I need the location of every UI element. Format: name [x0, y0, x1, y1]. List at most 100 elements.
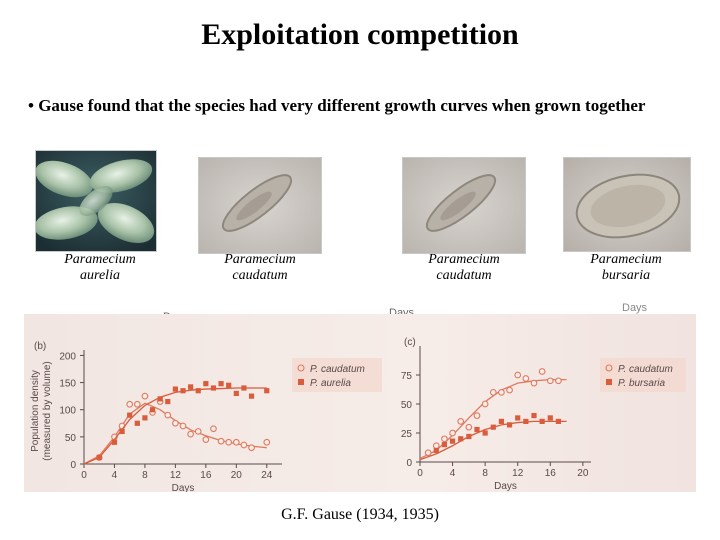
data-point-c-0 [481, 400, 489, 408]
data-point-c-1 [506, 422, 513, 428]
data-point-c-0 [449, 429, 456, 437]
data-point-b-0 [217, 437, 225, 445]
y-tick-label-c: 50 [401, 400, 413, 411]
data-point-b-0 [164, 411, 172, 419]
panel-label-b: (b) [34, 341, 46, 352]
data-point-c-1 [482, 430, 488, 436]
data-point-b-1 [172, 386, 178, 392]
legend-label-c-1: P. bursaria [618, 378, 666, 389]
x-tick-label-c: 8 [482, 468, 488, 479]
photo-paramecium-caudatum-1 [198, 157, 322, 254]
data-point-b-1 [165, 398, 171, 405]
data-point-b-1 [210, 385, 217, 391]
data-point-b-0 [240, 441, 248, 449]
caption-paramecium-bursaria: Paramecium bursaria [590, 252, 662, 283]
x-tick-label-c: 12 [512, 468, 524, 479]
x-axis-label-b: Days [172, 483, 195, 492]
data-point-b-0 [172, 419, 179, 427]
data-point-b-1 [248, 393, 255, 399]
data-point-c-1 [466, 433, 472, 440]
data-point-b-1 [264, 388, 270, 394]
data-point-c-0 [441, 435, 448, 443]
caption-paramecium-caudatum-1: Paramecium caudatum [224, 252, 296, 283]
data-point-c-0 [546, 377, 554, 385]
y-tick-label-b: 0 [70, 460, 76, 471]
data-point-b-0 [141, 392, 149, 400]
data-point-c-1 [523, 418, 529, 424]
x-axis-label-c: Days [494, 481, 517, 492]
figure-panel: (b) 0 4 8 12 16 20 24 0 50 100 150 200 Days Population… [24, 314, 696, 492]
data-point-b-1 [134, 420, 140, 426]
data-point-c-0 [530, 379, 538, 387]
photo-paramecium-aurelia [35, 150, 157, 252]
data-point-c-1 [539, 418, 545, 424]
data-point-c-0 [498, 389, 505, 396]
chart-b: (b)0 4 8 12 16 20 24050100150200DaysPopulation… [30, 337, 686, 492]
y-tick-label-b: 100 [59, 406, 76, 417]
caption-paramecium-aurelia: Paramecium aurelia [64, 252, 136, 283]
data-point-b-0 [225, 438, 233, 446]
legend-label-b-1: P. aurelia [310, 378, 351, 389]
data-point-b-0 [202, 436, 210, 443]
data-point-b-0 [248, 444, 255, 452]
data-point-b-1 [111, 439, 118, 445]
data-point-c-0 [489, 389, 497, 396]
data-point-b-1 [127, 412, 133, 418]
data-point-c-1 [515, 415, 521, 421]
data-point-c-1 [433, 447, 439, 453]
y-tick-label-b: 150 [59, 379, 76, 390]
data-point-b-1 [96, 454, 102, 461]
data-point-c-0 [538, 368, 546, 375]
data-point-b-1 [180, 388, 186, 394]
data-point-b-0 [210, 425, 217, 433]
data-point-c-0 [465, 423, 473, 431]
data-point-c-0 [424, 449, 432, 457]
data-point-b-1 [218, 381, 224, 387]
data-point-c-0 [555, 377, 562, 385]
data-point-b-1 [203, 381, 209, 387]
x-tick-label-b: 0 [81, 470, 87, 481]
y-tick-label-c: 0 [406, 458, 412, 469]
legend-label-b-0: P. caudatum [310, 364, 365, 375]
data-point-b-1 [188, 384, 194, 390]
x-tick-label-c: 4 [450, 468, 456, 479]
data-point-b-0 [232, 438, 240, 446]
data-point-b-0 [126, 400, 134, 408]
data-point-b-1 [157, 396, 163, 402]
data-point-c-0 [432, 442, 440, 450]
data-point-c-1 [498, 418, 505, 424]
x-tick-label-b: 12 [170, 470, 182, 481]
data-point-c-0 [457, 418, 465, 425]
panel-label-c: (c) [404, 337, 416, 348]
x-tick-label-c: 20 [577, 468, 589, 479]
y-axis-label-b: (measured by volume) [42, 361, 53, 460]
data-point-c-0 [506, 386, 513, 394]
citation-credit: G.F. Gause (1934, 1935) [0, 506, 720, 524]
y-axis-label-b: Population density [30, 370, 41, 452]
x-tick-label-c: 0 [417, 468, 423, 479]
data-point-c-1 [531, 413, 537, 419]
stray-days-label-c: Days [622, 302, 648, 314]
x-tick-label-b: 8 [142, 470, 148, 481]
legend-marker-b-1 [298, 379, 304, 385]
data-point-b-0 [187, 430, 194, 438]
data-point-c-1 [547, 415, 553, 421]
legend-box-c [600, 358, 686, 392]
data-point-c-1 [555, 418, 562, 424]
y-tick-label-c: 25 [401, 429, 413, 440]
slide-title: Exploitation competition [201, 18, 519, 51]
y-tick-label-b: 50 [65, 433, 77, 444]
data-point-c-0 [514, 371, 522, 379]
caption-paramecium-caudatum-2: Paramecium caudatum [428, 252, 500, 283]
legend-label-c-0: P. caudatum [618, 364, 673, 375]
photo-paramecium-caudatum-2 [402, 157, 526, 254]
series-curve-b-0 [83, 402, 267, 465]
data-point-c-1 [441, 442, 448, 448]
series-curve-b-1 [83, 387, 267, 465]
x-tick-label-b: 20 [231, 470, 243, 481]
legend-marker-b-0 [297, 364, 305, 372]
x-tick-label-b: 16 [200, 470, 212, 481]
data-point-c-0 [522, 375, 530, 382]
x-tick-label-c: 16 [545, 468, 557, 479]
data-point-c-1 [490, 424, 496, 430]
